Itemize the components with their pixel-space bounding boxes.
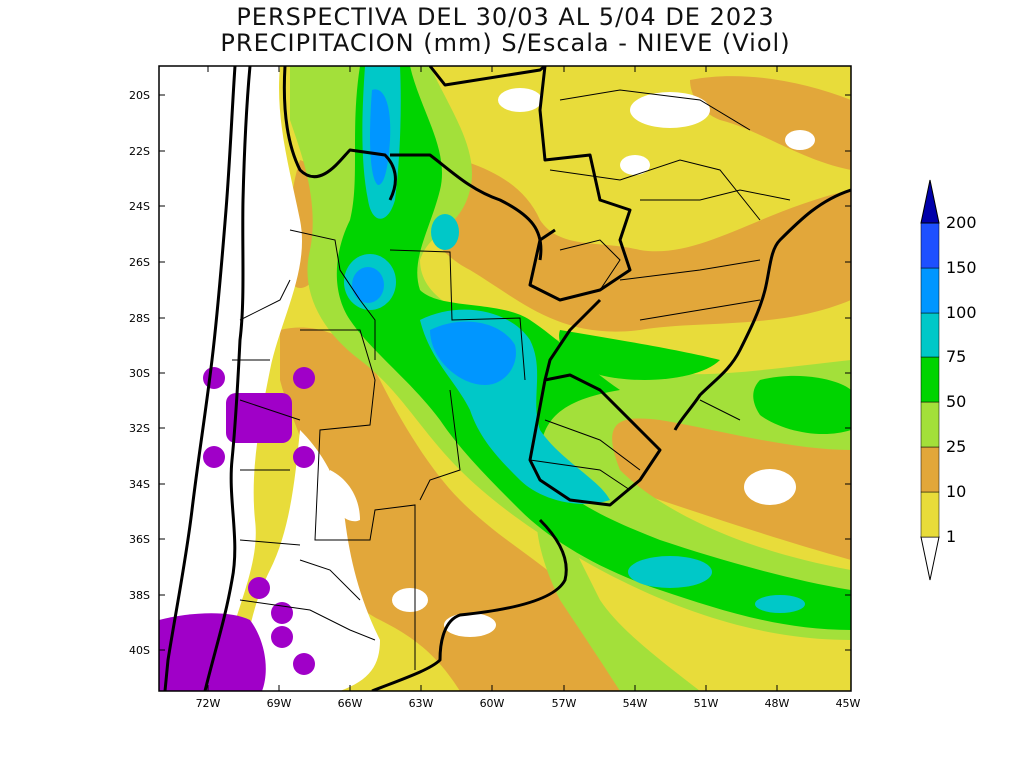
legend-swatch-75 [920,312,940,358]
lat-labels: 20S 22S 24S 26S 28S 30S 32S 34S 36S 38S … [129,89,150,657]
map-title-line2: PRECIPITACION (mm) S/Escala - NIEVE (Vio… [220,29,791,57]
lat-label-32s: 32S [129,422,150,435]
province-boundaries [232,89,791,670]
lon-label-57w: 57W [552,697,577,710]
lon-label-63w: 63W [409,697,434,710]
lat-label-26s: 26S [129,256,150,269]
legend-label-150: 150 [946,258,977,277]
lon-label-66w: 66W [338,697,363,710]
lat-ticks [159,94,851,651]
country-borders [163,66,851,691]
map-title-line1: PERSPECTIVA DEL 30/03 AL 5/04 DE 2023 [236,3,775,31]
band-100-150 [352,89,516,385]
lon-label-51w: 51W [694,697,719,710]
legend-label-100: 100 [946,303,977,322]
legend-swatch-10 [920,446,940,493]
color-legend: 1 10 25 50 75 100 150 200 [920,179,977,581]
legend-swatch-50 [920,356,940,403]
legend-label-200: 200 [946,213,977,232]
snow-areas [159,367,315,691]
legend-swatch-1 [920,491,940,538]
lon-label-45w: 45W [836,697,861,710]
lat-label-38s: 38S [129,589,150,602]
legend-label-1: 1 [946,527,956,546]
lon-label-69w: 69W [267,697,292,710]
lat-label-40s: 40S [129,644,150,657]
legend-swatch-25 [920,401,940,448]
lat-label-20s: 20S [129,89,150,102]
lat-label-30s: 30S [129,367,150,380]
lon-label-72w: 72W [196,697,221,710]
legend-label-50: 50 [946,392,966,411]
legend-arrow-low [920,536,940,581]
legend-swatch-100 [920,267,940,314]
map-field [159,66,851,691]
map-frame [158,65,852,692]
lat-label-34s: 34S [129,478,150,491]
legend-swatch-150 [920,222,940,269]
lon-label-54w: 54W [623,697,648,710]
lat-label-36s: 36S [129,533,150,546]
lon-label-48w: 48W [765,697,790,710]
lat-label-22s: 22S [129,145,150,158]
lon-ticks [207,66,778,691]
lon-label-60w: 60W [480,697,505,710]
lat-label-24s: 24S [129,200,150,213]
lat-label-28s: 28S [129,312,150,325]
legend-label-10: 10 [946,482,966,501]
legend-arrow-high [920,179,940,224]
legend-label-75: 75 [946,347,966,366]
legend-label-25: 25 [946,437,966,456]
lon-labels: 72W 69W 66W 63W 60W 57W 54W 51W 48W 45W [196,697,861,710]
